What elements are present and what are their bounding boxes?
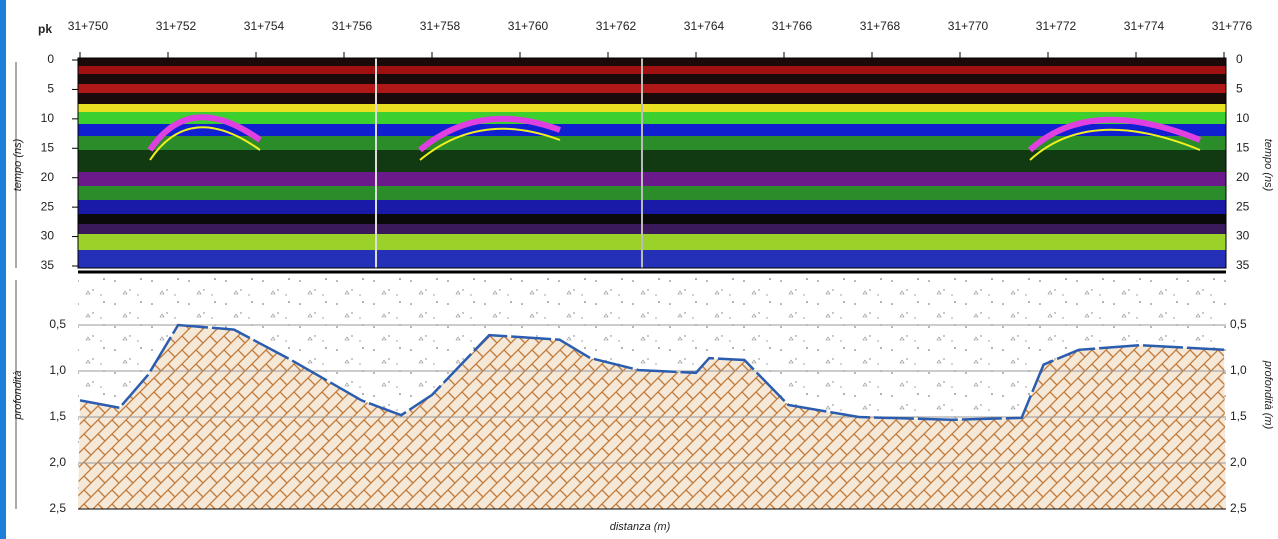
pk-tick-label: 31+758 xyxy=(420,19,461,33)
pk-tick-label: 31+762 xyxy=(596,19,637,33)
pk-tick-label: 31+750 xyxy=(68,19,109,33)
window-border xyxy=(0,0,6,539)
time-tick-label: 10 xyxy=(41,111,55,125)
pk-tick-label: 31+774 xyxy=(1124,19,1165,33)
time-tick-label-right: 20 xyxy=(1236,170,1250,184)
pk-tick-label: 31+760 xyxy=(508,19,549,33)
radar-frame xyxy=(77,57,1227,269)
pk-tick-label: 31+756 xyxy=(332,19,373,33)
pk-tick-label: 31+766 xyxy=(772,19,813,33)
depth-label-right: profondità (m) xyxy=(1262,360,1274,430)
depth-tick-label: 2,0 xyxy=(49,455,66,469)
depth-tick-label-right: 2,5 xyxy=(1230,501,1247,515)
pk-tick-label: 31+776 xyxy=(1212,19,1253,33)
time-tick-label-right: 5 xyxy=(1236,82,1243,96)
depth-tick-label: 0,5 xyxy=(49,317,66,331)
x-axis-label: distanza (m) xyxy=(610,521,671,533)
pk-tick-label: 31+764 xyxy=(684,19,725,33)
pk-tick-label: 31+770 xyxy=(948,19,989,33)
time-tick-label-right: 15 xyxy=(1236,140,1250,154)
time-tick-label: 0 xyxy=(47,52,54,66)
pk-tick-label: 31+754 xyxy=(244,19,285,33)
time-tick-label: 20 xyxy=(41,170,55,184)
depth-label-left: profondità xyxy=(12,371,24,421)
pk-tick-label: 31+772 xyxy=(1036,19,1077,33)
time-label-right: tempo (ns) xyxy=(1262,139,1274,192)
time-tick-label-right: 25 xyxy=(1236,199,1250,213)
radargram xyxy=(78,58,1226,268)
depth-tick-label: 2,5 xyxy=(49,501,66,515)
depth-tick-label-right: 2,0 xyxy=(1230,455,1247,469)
time-tick-label-right: 30 xyxy=(1236,229,1250,243)
time-label-left: tempo (ns) xyxy=(12,138,24,191)
pk-tick-label: 31+752 xyxy=(156,19,197,33)
time-tick-label: 30 xyxy=(41,229,55,243)
depth-tick-label: 1,5 xyxy=(49,409,66,423)
time-tick-label: 25 xyxy=(41,199,55,213)
time-tick-label-right: 35 xyxy=(1236,258,1250,272)
depth-tick-label-right: 0,5 xyxy=(1230,317,1247,331)
pk-tick-label: 31+768 xyxy=(860,19,901,33)
depth-tick-label-right: 1,5 xyxy=(1230,409,1247,423)
time-tick-label: 5 xyxy=(47,82,54,96)
time-tick-label-right: 0 xyxy=(1236,52,1243,66)
depth-tick-label-right: 1,0 xyxy=(1230,363,1247,377)
time-tick-label: 15 xyxy=(41,140,55,154)
time-tick-label: 35 xyxy=(41,258,55,272)
time-tick-label-right: 10 xyxy=(1236,111,1250,125)
depth-tick-label: 1,0 xyxy=(49,363,66,377)
pk-label: pk xyxy=(38,22,52,36)
interface-line xyxy=(79,323,1225,422)
